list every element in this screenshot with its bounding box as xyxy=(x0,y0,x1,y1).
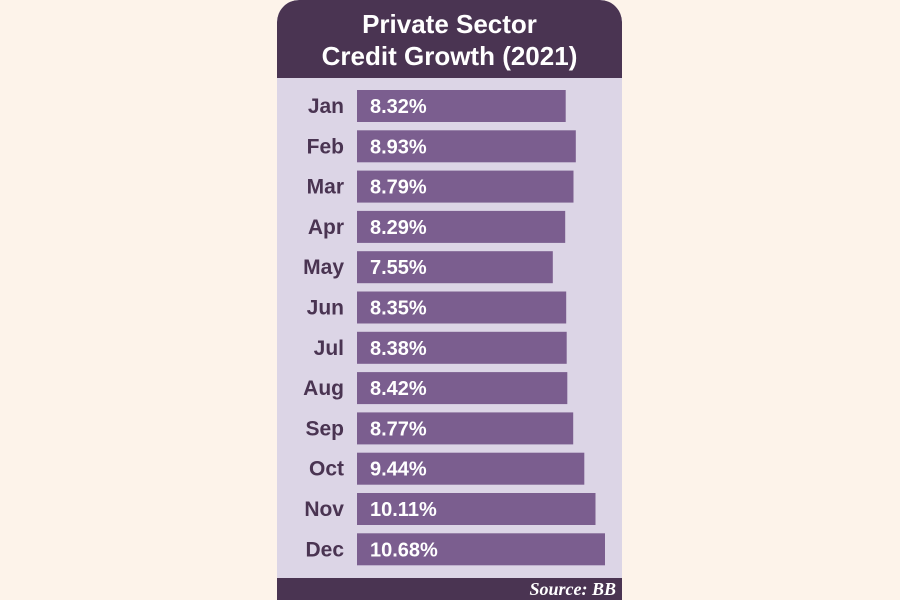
bar-row-oct: Oct 9.44% xyxy=(309,452,585,485)
bar-row-mar: Mar 8.79% xyxy=(307,170,574,203)
bar-chart: Jan 8.32% Feb 8.93% Mar 8.79% Apr 8.29% May 7.55%… xyxy=(303,90,605,566)
infographic-card: Private Sector Credit Growth (2021) Jan 8… xyxy=(277,0,622,600)
bar-row-aug: Aug 8.42% xyxy=(303,372,568,405)
bar-row-dec: Dec 10.68% xyxy=(305,533,605,566)
month-label: May xyxy=(303,256,344,279)
chart-title-line-2: Credit Growth (2021) xyxy=(321,41,578,71)
bar xyxy=(357,291,567,324)
chart-title-line-1: Private Sector xyxy=(362,9,537,39)
bar xyxy=(357,90,566,122)
month-label: Feb xyxy=(307,135,344,158)
bar-value-label: 8.42% xyxy=(370,378,427,400)
bar xyxy=(357,412,574,445)
source-note: Source: BB xyxy=(529,579,616,599)
bar-value-label: 8.77% xyxy=(370,418,427,440)
bar-value-label: 8.35% xyxy=(370,298,427,320)
month-label: Jun xyxy=(307,297,344,320)
month-label: Oct xyxy=(309,458,344,481)
bar-value-label: 9.44% xyxy=(370,459,427,481)
month-label: Sep xyxy=(305,417,344,440)
bar-value-label: 10.11% xyxy=(370,499,437,521)
chart-footer: Source: BB xyxy=(277,578,622,600)
bar-row-jun: Jun 8.35% xyxy=(307,291,567,324)
month-label: Mar xyxy=(307,176,344,199)
bar-value-label: 8.79% xyxy=(370,177,427,199)
bar xyxy=(357,251,553,284)
bar xyxy=(357,533,605,566)
bar-row-jan: Jan 8.32% xyxy=(308,90,566,122)
chart-area: Jan 8.32% Feb 8.93% Mar 8.79% Apr 8.29% May 7.55%… xyxy=(277,78,622,578)
month-label: Jul xyxy=(314,337,344,360)
bar-value-label: 10.68% xyxy=(370,539,438,561)
bar xyxy=(357,170,574,203)
month-label: Dec xyxy=(305,538,344,561)
bar-row-apr: Apr 8.29% xyxy=(308,210,566,243)
bar-value-label: 8.32% xyxy=(370,96,427,118)
bar-value-label: 8.29% xyxy=(370,217,427,239)
bar xyxy=(357,130,576,163)
bar-value-label: 8.38% xyxy=(370,338,427,360)
month-label: Jan xyxy=(308,95,344,118)
bar-row-sep: Sep 8.77% xyxy=(305,412,574,445)
bar-row-feb: Feb 8.93% xyxy=(307,130,576,163)
bar xyxy=(357,372,568,405)
bar-value-label: 7.55% xyxy=(370,257,427,279)
bar-row-nov: Nov 10.11% xyxy=(304,493,596,525)
month-label: Apr xyxy=(308,216,344,239)
bar-row-jul: Jul 8.38% xyxy=(314,331,567,364)
bar-value-label: 8.93% xyxy=(370,136,427,158)
month-label: Nov xyxy=(304,498,344,521)
bar xyxy=(357,452,585,485)
bar xyxy=(357,331,567,364)
bar-row-may: May 7.55% xyxy=(303,251,553,284)
bar xyxy=(357,210,566,243)
month-label: Aug xyxy=(303,377,344,400)
bar xyxy=(357,493,596,525)
chart-header: Private Sector Credit Growth (2021) xyxy=(277,0,622,78)
